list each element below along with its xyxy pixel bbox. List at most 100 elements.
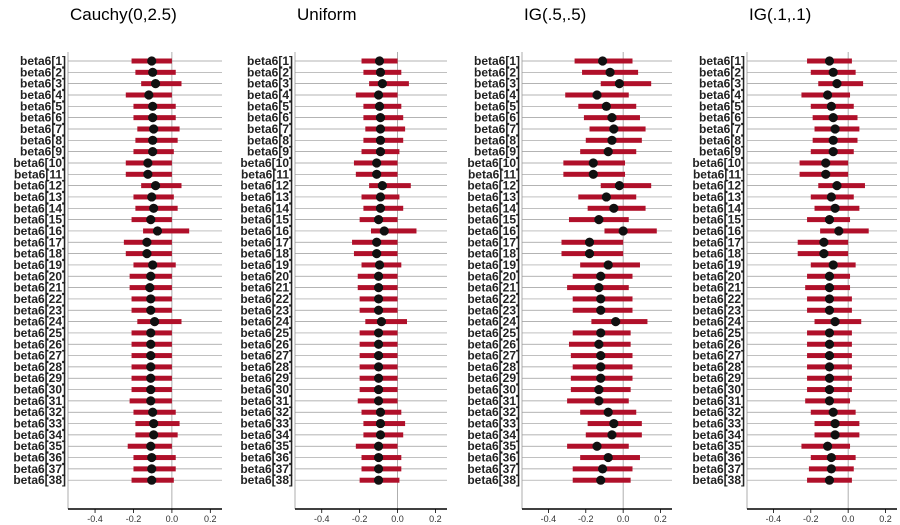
posterior-median-point [605,67,615,77]
posterior-median-point [146,294,156,304]
posterior-median-point [596,475,606,485]
x-tick-label: 0.2 [204,514,217,524]
panel-4: IG(.1,.1) beta6[1]beta6[2]beta6[3]beta6[4… [692,5,897,524]
parameter-label: beta6[32] [240,405,293,419]
parameter-label: beta6[26] [13,337,66,351]
posterior-median-point [373,339,384,349]
parameter-label: beta6[8] [20,133,66,147]
parameter-label: beta6[15] [467,213,520,227]
posterior-median-point [148,147,158,157]
parameter-label: beta6[22] [13,292,66,306]
posterior-median-point [377,181,387,191]
posterior-median-point [607,135,617,145]
parameter-label: beta6[1] [247,54,293,68]
parameter-label: beta6[26] [692,337,745,351]
parameter-label: beta6[18] [13,247,66,261]
credible-interval-bar [137,126,180,132]
parameter-label: beta6[14] [467,201,520,215]
x-tick-label: 0.0 [842,514,855,524]
posterior-median-point [824,305,835,315]
posterior-median-point [828,260,838,270]
posterior-median-point [596,328,606,338]
posterior-median-point [830,124,840,134]
posterior-median-point [372,158,382,168]
credible-interval-bar [365,126,406,132]
x-tick-label: -0.4 [87,514,103,524]
posterior-median-point [146,215,156,225]
posterior-median-point [148,113,158,123]
posterior-median-point [142,237,152,247]
parameter-label: beta6[18] [692,247,745,261]
posterior-median-point [144,90,154,100]
credible-interval-bar [141,183,182,189]
parameter-label: beta6[3] [20,77,66,91]
posterior-median-point [824,475,835,485]
posterior-median-point [373,294,384,304]
posterior-median-point [373,441,384,451]
posterior-median-point [148,67,158,77]
parameter-label: beta6[37] [13,462,66,476]
parameter-label: beta6[4] [247,88,293,102]
parameter-label: beta6[6] [474,111,520,125]
parameter-label: beta6[7] [247,122,293,136]
parameter-label: beta6[9] [247,145,293,159]
posterior-median-point [594,215,604,225]
parameter-label: beta6[1] [474,54,520,68]
parameter-label: beta6[35] [13,439,66,453]
parameter-label: beta6[8] [474,133,520,147]
credible-interval-bar [141,81,182,87]
posterior-median-point [824,215,835,225]
parameter-label: beta6[34] [13,428,66,442]
posterior-median-point [374,260,385,270]
parameter-label: beta6[36] [467,451,520,465]
posterior-median-point [823,90,833,100]
parameter-label: beta6[32] [13,405,66,419]
parameter-label: beta6[17] [13,235,66,249]
panel-title: IG(.5,.5) [524,5,586,24]
parameter-label: beta6[31] [13,394,66,408]
posterior-median-point [609,124,619,134]
parameter-label: beta6[35] [240,439,293,453]
parameter-label: beta6[9] [474,145,520,159]
posterior-median-point [828,135,838,145]
parameter-label: beta6[16] [692,224,745,238]
x-tick-label: -0.2 [803,514,819,524]
x-tick-label: -0.4 [314,514,330,524]
posterior-median-point [375,67,386,77]
credible-interval-bar [137,319,182,325]
posterior-median-point [594,384,604,395]
parameter-label: beta6[17] [240,235,293,249]
posterior-median-point [588,158,598,168]
posterior-median-point [373,362,384,372]
posterior-median-point [143,158,153,168]
x-tick-label: 0.2 [654,514,667,524]
posterior-median-point [377,79,387,89]
parameter-label: beta6[5] [474,99,520,113]
parameter-label: beta6[10] [467,156,520,170]
posterior-median-point [594,283,604,293]
posterior-median-point [146,328,156,338]
posterior-median-point [828,113,838,123]
x-tick-label: 0.0 [391,514,404,524]
posterior-median-point [598,464,608,474]
posterior-median-point [373,396,384,406]
credible-interval-bar [600,81,652,87]
parameter-label: beta6[14] [13,201,66,215]
parameter-label: beta6[13] [467,190,520,204]
parameter-label: beta6[20] [240,269,293,283]
posterior-median-point [147,192,157,202]
parameter-label: beta6[12] [240,179,293,193]
posterior-median-point [375,192,386,202]
parameter-label: beta6[12] [13,179,66,193]
posterior-median-point [601,192,611,202]
posterior-median-point [375,430,386,440]
posterior-median-point [828,407,838,417]
posterior-median-point [373,384,384,395]
parameter-label: beta6[28] [13,360,66,374]
posterior-median-point [603,260,613,270]
posterior-median-point [584,237,595,247]
parameter-label: beta6[11] [241,167,293,181]
parameter-label: beta6[14] [692,201,745,215]
parameter-label: beta6[14] [240,201,293,215]
x-tick-label: -0.2 [352,514,368,524]
